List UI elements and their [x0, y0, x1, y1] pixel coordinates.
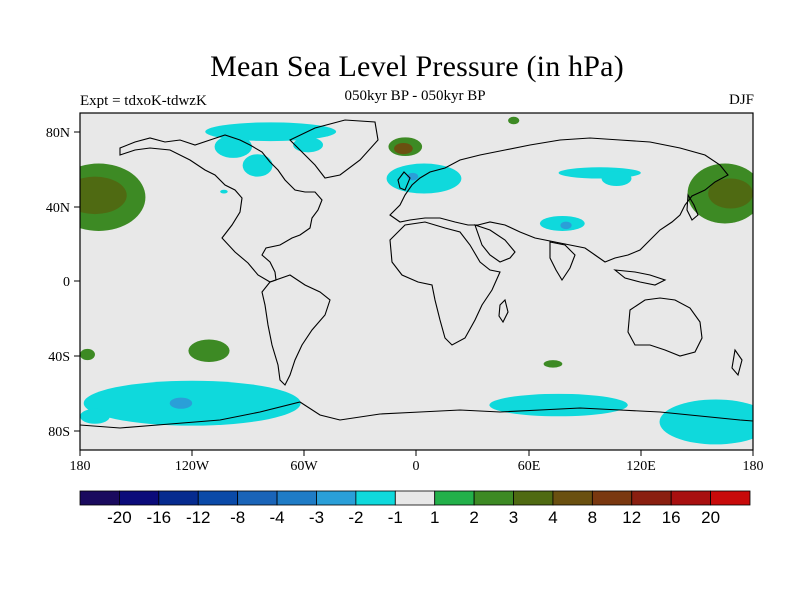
x-tick-label-60e: 60E [518, 459, 541, 474]
colorbar-bin-13 [591, 490, 633, 506]
coastlines [80, 119, 753, 429]
colorbar-label-9: 2 [469, 508, 478, 527]
colorbar-bin-5 [276, 490, 317, 506]
coast-africa [389, 221, 501, 346]
colorbar-label-10: 3 [509, 508, 518, 527]
y-tick-label-40s: 40S [48, 350, 70, 365]
y-tick-label-40n: 40N [46, 201, 70, 216]
anomaly-region-23 [489, 393, 628, 417]
anomaly-region-13 [601, 171, 632, 187]
anomaly-region-7 [293, 137, 324, 153]
anomaly-region-19 [80, 348, 95, 361]
x-tick-label-120e: 120E [626, 459, 656, 474]
colorbar-label-14: 16 [662, 508, 681, 527]
anomaly-region-9 [394, 142, 413, 155]
anomaly-region-6 [242, 154, 273, 177]
anomaly-region-3 [708, 178, 753, 209]
colorbar-bin-0 [79, 490, 120, 506]
colorbar-bin-8 [394, 490, 436, 506]
colorbar-bin-10 [473, 490, 514, 506]
colorbar-label-1: -16 [147, 508, 172, 527]
colorbar-bin-6 [316, 490, 357, 506]
coast-australia [627, 297, 703, 357]
coast-india [549, 241, 576, 282]
anomaly-region-24 [659, 399, 753, 445]
coast-indonesia [613, 269, 667, 286]
colorbar-bin-9 [434, 490, 475, 506]
anomaly-region-1 [80, 176, 127, 215]
x-tick-label-180w: 180 [70, 459, 91, 474]
axis-ticks [74, 131, 754, 456]
colorbar-label-4: -4 [269, 508, 284, 527]
anomaly-region-5 [214, 135, 252, 158]
colorbar-label-3: -8 [230, 508, 245, 527]
colorbar-label-6: -2 [348, 508, 363, 527]
coast-south-america [261, 274, 331, 386]
coast-antarctica [80, 401, 753, 429]
coast-arabia [474, 224, 516, 263]
colorbar-label-2: -12 [186, 508, 211, 527]
coast-japan [686, 193, 699, 221]
colorbar-bin-12 [552, 490, 593, 506]
colorbar [79, 490, 751, 506]
anomaly-region-21 [83, 380, 301, 426]
anomaly-region-16 [508, 116, 520, 125]
colorbar-bin-2 [158, 490, 199, 506]
coast-uk [397, 171, 411, 191]
colorbar-label-12: 8 [588, 508, 597, 527]
colorbar-bin-1 [119, 490, 160, 506]
colorbar-label-8: 1 [430, 508, 439, 527]
coast-eurasia [389, 137, 729, 263]
x-tick-label-0: 0 [413, 459, 420, 474]
coast-greenland [289, 119, 379, 179]
x-tick-label-120w: 120W [175, 459, 210, 474]
colorbar-bin-11 [513, 490, 554, 506]
colorbar-labels: -20 -16 -12 -8 -4 -3 -2 -1 1 2 3 4 8 12 16 20 [107, 508, 720, 527]
colorbar-bin-14 [631, 490, 672, 506]
colorbar-label-11: 4 [548, 508, 557, 527]
anomaly-region-18 [188, 339, 230, 363]
y-tick-label-80s: 80S [48, 425, 70, 440]
colorbar-label-5: -3 [309, 508, 324, 527]
colorbar-bin-15 [670, 490, 711, 506]
season-label: DJF [728, 92, 754, 108]
coast-madagascar [498, 298, 509, 324]
colorbar-label-13: 12 [622, 508, 641, 527]
chart-subtitle: 050kyr BP - 050kyr BP [344, 88, 486, 104]
y-tick-label-80n: 80N [46, 126, 70, 141]
anomaly-region-10 [386, 163, 462, 194]
colorbar-bin-16 [710, 490, 751, 506]
anomaly-region-22 [169, 397, 193, 409]
coast-new-zealand [731, 348, 743, 377]
y-tick-label-0: 0 [63, 275, 70, 290]
colorbar-bin-7 [355, 490, 396, 506]
anomaly-region-17 [220, 189, 228, 194]
experiment-label: Expt = tdxoK-tdwzK [80, 93, 207, 109]
coast-north-america [119, 134, 323, 283]
colorbar-label-7: -1 [388, 508, 403, 527]
colorbar-bin-3 [197, 490, 239, 506]
anomaly-region-25 [80, 408, 110, 424]
colorbar-label-0: -20 [107, 508, 132, 527]
colorbar-label-15: 20 [701, 508, 720, 527]
x-tick-label-60w: 60W [290, 459, 318, 474]
chart-title: Mean Sea Level Pressure (in hPa) [210, 50, 624, 83]
colorbar-bin-4 [237, 490, 278, 506]
x-tick-label-180e: 180 [743, 459, 764, 474]
anomaly-region-20 [543, 360, 563, 368]
anomaly-region-15 [560, 221, 572, 230]
